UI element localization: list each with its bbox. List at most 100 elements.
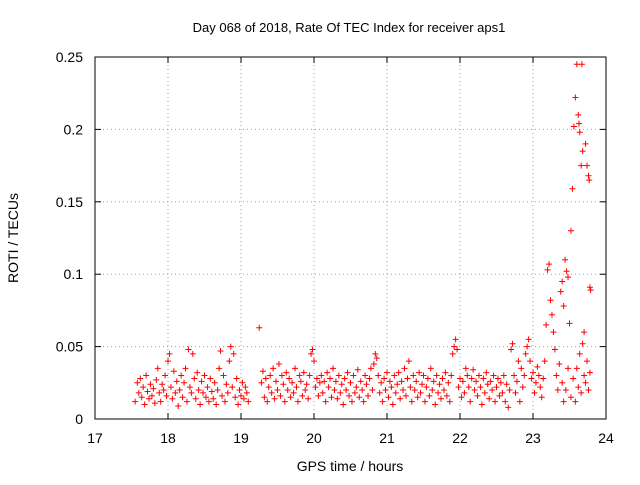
data-point xyxy=(302,387,309,394)
data-point xyxy=(214,387,221,394)
data-point xyxy=(508,346,515,353)
data-point xyxy=(224,389,231,396)
data-point xyxy=(205,398,212,405)
data-point xyxy=(316,379,323,386)
chart-title: Day 068 of 2018, Rate Of TEC Index for r… xyxy=(193,20,506,35)
data-point xyxy=(157,398,164,405)
data-point xyxy=(154,365,161,372)
data-point xyxy=(287,394,294,401)
data-point xyxy=(551,346,558,353)
data-point xyxy=(404,375,411,382)
data-point xyxy=(525,336,532,343)
data-point xyxy=(318,372,325,379)
data-point xyxy=(578,162,585,169)
data-point xyxy=(159,381,166,388)
data-point xyxy=(353,384,360,391)
data-point xyxy=(328,394,335,401)
data-point xyxy=(381,375,388,382)
data-point xyxy=(179,394,186,401)
data-point xyxy=(160,387,167,394)
data-point xyxy=(163,392,170,399)
data-point xyxy=(578,61,585,68)
data-point xyxy=(400,387,407,394)
data-point xyxy=(459,378,466,385)
data-point xyxy=(195,387,202,394)
data-point xyxy=(321,378,328,385)
data-point xyxy=(232,394,239,401)
data-point xyxy=(311,358,317,365)
data-point xyxy=(351,389,358,396)
data-point xyxy=(582,140,589,147)
data-point xyxy=(338,381,345,388)
data-point xyxy=(192,395,199,402)
data-point xyxy=(354,366,361,373)
data-point xyxy=(408,398,415,405)
data-point xyxy=(531,389,538,396)
data-point xyxy=(439,375,446,382)
data-point xyxy=(146,395,153,402)
data-point xyxy=(216,365,223,372)
data-point xyxy=(516,398,523,405)
data-point xyxy=(483,369,490,376)
data-point xyxy=(395,369,402,376)
data-point xyxy=(468,375,475,382)
data-point xyxy=(210,395,217,402)
data-point xyxy=(386,378,393,385)
data-point xyxy=(397,395,404,402)
y-tick-labels: 0 0.05 0.1 0.15 0.2 0.25 xyxy=(56,49,83,427)
data-point xyxy=(445,379,452,386)
data-point xyxy=(382,387,389,394)
data-point xyxy=(198,378,205,385)
data-point xyxy=(586,369,593,376)
data-point xyxy=(373,355,380,362)
data-point xyxy=(567,394,574,401)
data-point xyxy=(271,395,278,402)
data-point xyxy=(427,365,434,372)
data-point xyxy=(581,372,588,379)
data-point xyxy=(363,381,370,388)
data-point xyxy=(462,365,469,372)
y-tick-label: 0 xyxy=(75,411,83,427)
y-tick-label: 0.25 xyxy=(56,49,83,65)
data-point xyxy=(540,375,547,382)
data-point xyxy=(270,365,277,372)
data-point xyxy=(230,350,237,357)
data-point xyxy=(306,372,313,379)
data-point xyxy=(440,387,447,394)
data-point xyxy=(273,378,280,385)
data-point xyxy=(497,379,504,386)
data-point xyxy=(484,381,491,388)
data-point xyxy=(182,365,189,372)
data-point xyxy=(151,400,158,407)
data-point xyxy=(256,324,263,331)
data-point xyxy=(274,387,281,394)
data-point xyxy=(194,369,201,376)
x-tick-label: 17 xyxy=(87,430,103,446)
data-point xyxy=(335,372,342,379)
data-point xyxy=(207,375,214,382)
data-point xyxy=(538,394,545,401)
data-point xyxy=(410,372,417,379)
data-point xyxy=(478,401,485,408)
data-point xyxy=(455,384,462,391)
x-tick-label: 23 xyxy=(525,430,541,446)
data-point xyxy=(487,378,494,385)
data-point xyxy=(407,384,414,391)
data-point xyxy=(480,375,487,382)
data-point xyxy=(227,343,234,350)
data-point xyxy=(170,368,177,375)
data-point xyxy=(562,387,569,394)
data-point xyxy=(392,389,399,396)
data-point xyxy=(240,395,247,402)
data-point xyxy=(308,350,315,357)
data-point xyxy=(576,350,583,357)
data-point xyxy=(262,375,269,382)
data-point xyxy=(375,372,382,379)
data-point xyxy=(293,384,300,391)
data-point xyxy=(401,365,408,372)
data-point xyxy=(217,347,224,354)
data-point xyxy=(280,381,287,388)
data-point xyxy=(585,387,592,394)
data-point xyxy=(398,378,405,385)
data-point xyxy=(492,398,499,405)
